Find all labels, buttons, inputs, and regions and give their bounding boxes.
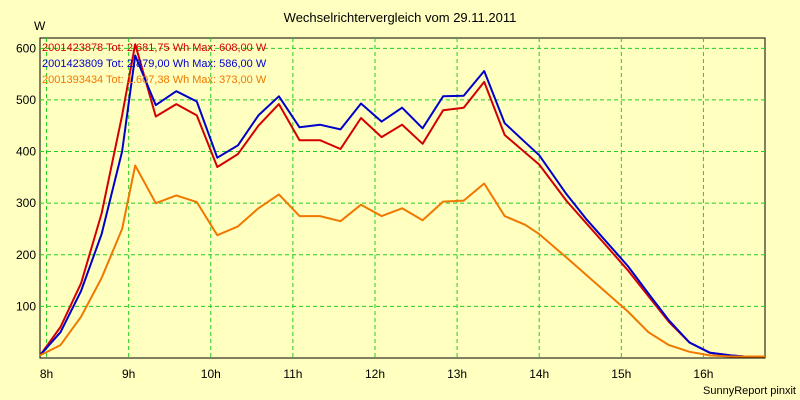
x-tick-label: 13h — [447, 367, 467, 381]
x-tick-label: 14h — [529, 367, 549, 381]
x-tick-label: 9h — [122, 367, 135, 381]
chart-title: Wechselrichtervergleich vom 29.11.2011 — [284, 10, 517, 25]
legend-entry: 2001423809 Tot: 2.879,00 Wh Max: 586,00 … — [42, 58, 267, 70]
x-tick-label: 10h — [201, 367, 221, 381]
y-tick-label: 200 — [16, 248, 36, 262]
footer-credit: SunnyReport pinxit — [703, 385, 796, 397]
legend-entry: 2001393434 Tot: 1.607,38 Wh Max: 373,00 … — [42, 74, 267, 86]
y-tick-label: 400 — [16, 145, 36, 159]
series-line-2001423878 — [39, 43, 765, 358]
plot-area — [39, 37, 766, 359]
y-axis-label: W — [34, 19, 46, 33]
x-tick-label: 8h — [40, 367, 53, 381]
y-tick-label: 100 — [16, 299, 36, 313]
y-tick-label: 300 — [16, 196, 36, 210]
legend-entry: 2001423878 Tot: 2.681,75 Wh Max: 608,00 … — [42, 42, 267, 54]
series-line-2001423809 — [39, 54, 765, 358]
series-line-2001393434 — [39, 164, 765, 358]
y-tick-label: 600 — [16, 41, 36, 55]
x-tick-label: 11h — [283, 367, 302, 381]
y-tick-label: 500 — [16, 93, 36, 107]
x-tick-label: 12h — [365, 367, 385, 381]
x-tick-label: 16h — [693, 367, 713, 381]
x-tick-label: 15h — [611, 367, 631, 381]
